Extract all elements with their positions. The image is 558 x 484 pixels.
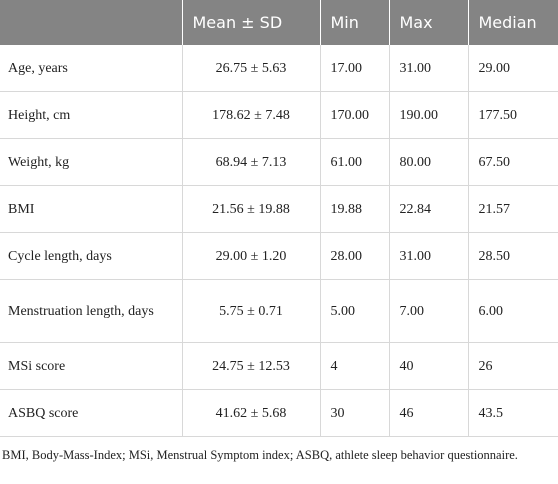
table-row: BMI 21.56 ± 19.88 19.88 22.84 21.57 <box>0 185 558 233</box>
table-cell: 30 <box>319 389 389 437</box>
table-row: Cycle length, days 29.00 ± 1.20 28.00 31.00… <box>0 232 558 280</box>
table-cell: 29.00 ± 1.20 <box>181 232 320 280</box>
table-cell: 4 <box>319 342 389 390</box>
header-cell: Max <box>388 0 468 45</box>
table-cell: 177.50 <box>467 91 558 139</box>
table-cell: MSi score <box>0 342 182 390</box>
table-cell: 26.75 ± 5.63 <box>181 45 320 92</box>
table-cell: 21.57 <box>467 185 558 233</box>
table-cell: 31.00 <box>388 45 468 92</box>
table-row: Menstruation length, days 5.75 ± 0.71 5.00… <box>0 279 558 343</box>
table-cell: 5.75 ± 0.71 <box>181 279 320 343</box>
table-cell: 28.00 <box>319 232 389 280</box>
table-cell: 24.75 ± 12.53 <box>181 342 320 390</box>
table-cell: Age, years <box>0 45 182 92</box>
table-row: Weight, kg 68.94 ± 7.13 61.00 80.00 67.50 <box>0 138 558 186</box>
header-cell <box>0 0 182 45</box>
table-cell: 7.00 <box>388 279 468 343</box>
table-cell: 61.00 <box>319 138 389 186</box>
table-cell: 67.50 <box>467 138 558 186</box>
table-cell: 29.00 <box>467 45 558 92</box>
table-cell: 43.5 <box>467 389 558 437</box>
table-cell: Height, cm <box>0 91 182 139</box>
header-cell: Mean ± SD <box>181 0 320 45</box>
table-row: ASBQ score 41.62 ± 5.68 30 46 43.5 <box>0 389 558 437</box>
table-cell: 31.00 <box>388 232 468 280</box>
header-cell: Median <box>467 0 558 45</box>
table-row: Age, years 26.75 ± 5.63 17.00 31.00 29.00 <box>0 45 558 92</box>
table-cell: 68.94 ± 7.13 <box>181 138 320 186</box>
table-cell: 170.00 <box>319 91 389 139</box>
table-cell: 17.00 <box>319 45 389 92</box>
table-cell: 22.84 <box>388 185 468 233</box>
table-row: Height, cm 178.62 ± 7.48 170.00 190.00 177.5… <box>0 91 558 139</box>
footnote: BMI, Body-Mass-Index; MSi, Menstrual Sym… <box>2 448 518 462</box>
table-cell: 190.00 <box>388 91 468 139</box>
table-cell: 41.62 ± 5.68 <box>181 389 320 437</box>
data-table: Mean ± SD Min Max Median Age, years 26.75 ± … <box>0 0 558 437</box>
table-cell: Menstruation length, days <box>0 279 182 343</box>
table-cell: 28.50 <box>467 232 558 280</box>
table-cell: 21.56 ± 19.88 <box>181 185 320 233</box>
table-cell: 19.88 <box>319 185 389 233</box>
table-cell: 6.00 <box>467 279 558 343</box>
table-cell: 40 <box>388 342 468 390</box>
table-row: MSi score 24.75 ± 12.53 4 40 26 <box>0 342 558 390</box>
table-cell: Cycle length, days <box>0 232 182 280</box>
table-cell: 5.00 <box>319 279 389 343</box>
table-cell: 80.00 <box>388 138 468 186</box>
table-cell: 26 <box>467 342 558 390</box>
table-cell: ASBQ score <box>0 389 182 437</box>
table-cell: 46 <box>388 389 468 437</box>
table-cell: Weight, kg <box>0 138 182 186</box>
header-row: Mean ± SD Min Max Median <box>0 0 558 45</box>
table-cell: BMI <box>0 185 182 233</box>
table-cell: 178.62 ± 7.48 <box>181 91 320 139</box>
header-cell: Min <box>319 0 389 45</box>
